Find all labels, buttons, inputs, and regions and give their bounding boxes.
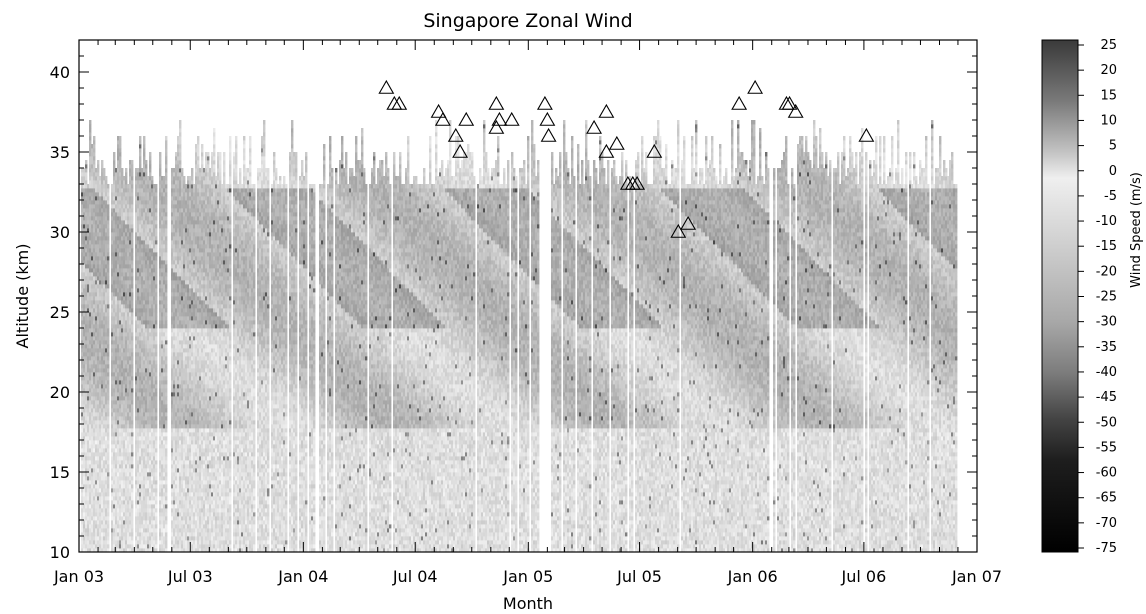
y-tick-label: 35: [50, 143, 70, 162]
x-tick-label: Jul 06: [841, 567, 887, 586]
triangle-marker: [489, 121, 503, 133]
colorbar-tick-label: 25: [1100, 38, 1117, 53]
wind-heatmap: [81, 120, 957, 552]
colorbar: [1042, 40, 1078, 552]
triangle-marker: [587, 121, 601, 133]
colorbar-tick-label: 0: [1109, 164, 1117, 179]
triangle-marker: [432, 105, 446, 117]
triangle-marker: [748, 81, 762, 93]
colorbar-tick-label: 5: [1109, 139, 1117, 154]
x-axis-label: Month: [503, 594, 553, 613]
x-tick-label: Jul 03: [167, 567, 213, 586]
y-tick-label: 10: [50, 543, 70, 562]
triangle-marker: [505, 113, 519, 125]
triangle-marker: [732, 97, 746, 109]
colorbar-tick-label: -75: [1096, 541, 1117, 556]
colorbar-tick-label: -45: [1096, 390, 1117, 405]
triangle-marker: [392, 97, 406, 109]
triangle-marker: [379, 81, 393, 93]
triangle-marker: [436, 113, 450, 125]
colorbar-label: Wind Speed (m/s): [1129, 172, 1144, 288]
triangle-marker: [599, 105, 613, 117]
x-tick-label: Jan 05: [502, 567, 553, 586]
colorbar-tick-label: -60: [1096, 466, 1117, 481]
y-tick-label: 20: [50, 383, 70, 402]
y-axis-label: Altitude (km): [13, 244, 32, 349]
colorbar-tick-label: -40: [1096, 365, 1117, 380]
colorbar-tick-label: 10: [1100, 113, 1117, 128]
colorbar-tick-label: -30: [1096, 315, 1117, 330]
x-tick-label: Jul 04: [392, 567, 438, 586]
triangle-marker: [610, 137, 624, 149]
triangle-marker: [489, 97, 503, 109]
triangle-marker: [538, 97, 552, 109]
colorbar-tick-label: 20: [1100, 63, 1117, 78]
triangle-marker: [542, 129, 556, 141]
colorbar-axis: 25 20 15 10 5 0 -5 -10 -15 -20 -25 -30 -35 -40 -45 -50 -…: [1078, 38, 1117, 556]
colorbar-tick-label: -10: [1096, 214, 1117, 229]
triangle-marker: [387, 97, 401, 109]
colorbar-tick-label: -65: [1096, 491, 1117, 506]
x-tick-label: Jan 03: [53, 567, 104, 586]
colorbar-tick-label: 15: [1100, 88, 1117, 103]
colorbar-tick-label: -35: [1096, 340, 1117, 355]
colorbar-tick-label: -70: [1096, 516, 1117, 531]
y-tick-label: 25: [50, 303, 70, 322]
colorbar-tick-label: -55: [1096, 440, 1117, 455]
colorbar-tick-label: -15: [1096, 239, 1117, 254]
chart-title: Singapore Zonal Wind: [423, 10, 632, 32]
y-tick-label: 30: [50, 223, 70, 242]
x-tick-label: Jan 07: [951, 567, 1002, 586]
triangle-marker: [459, 113, 473, 125]
colorbar-tick-label: -50: [1096, 415, 1117, 430]
y-tick-label: 15: [50, 463, 70, 482]
colorbar-tick-label: -20: [1096, 264, 1117, 279]
colorbar-tick-label: -5: [1104, 189, 1117, 204]
y-tick-label: 40: [50, 63, 70, 82]
colorbar-tick-label: -25: [1096, 290, 1117, 305]
x-tick-label: Jan 06: [727, 567, 778, 586]
x-tick-label: Jul 05: [616, 567, 662, 586]
triangle-marker: [540, 113, 554, 125]
x-tick-label: Jan 04: [277, 567, 328, 586]
